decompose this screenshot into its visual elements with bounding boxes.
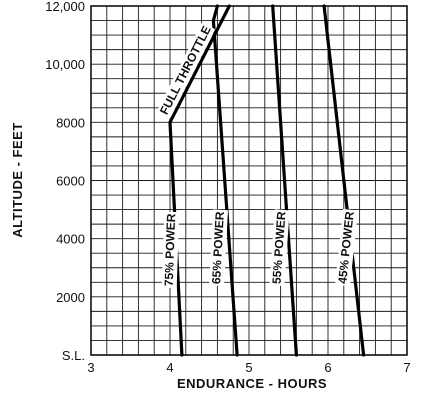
x-axis-title: ENDURANCE - HOURS (177, 376, 327, 391)
y-tick-label: 2000 (56, 290, 85, 305)
curve-55-power (271, 4, 298, 357)
curve-label-65-power: 65% POWER (209, 211, 227, 285)
curve-label-55-power: 55% POWER (269, 211, 288, 285)
y-axis-title: ALTITUDE - FEET (10, 122, 25, 238)
chart-curves (168, 4, 366, 357)
x-tick-label: 7 (403, 360, 410, 375)
chart-grid (91, 6, 407, 355)
x-tick-label: 3 (87, 360, 94, 375)
y-tick-label: 4000 (56, 232, 85, 247)
x-tick-label: 5 (245, 360, 252, 375)
y-tick-label: 12,000 (45, 0, 85, 14)
y-tick-label: 6000 (56, 174, 85, 189)
curve-45-power (322, 4, 366, 357)
chart-tick-labels: 3 4 5 6 7 S.L. 2000 4000 6000 8000 10,000 12,000 (45, 0, 410, 375)
curve-65-power (211, 4, 239, 357)
y-tick-label: 10,000 (45, 57, 85, 72)
y-tick-label: S.L. (62, 348, 85, 363)
curve-label-75-power: 75% POWER (162, 213, 179, 286)
plot-frame (90, 5, 408, 356)
x-tick-label: 4 (166, 360, 173, 375)
curve-full-throttle (168, 4, 231, 124)
y-tick-label: 8000 (56, 115, 85, 130)
x-tick-label: 6 (324, 360, 331, 375)
